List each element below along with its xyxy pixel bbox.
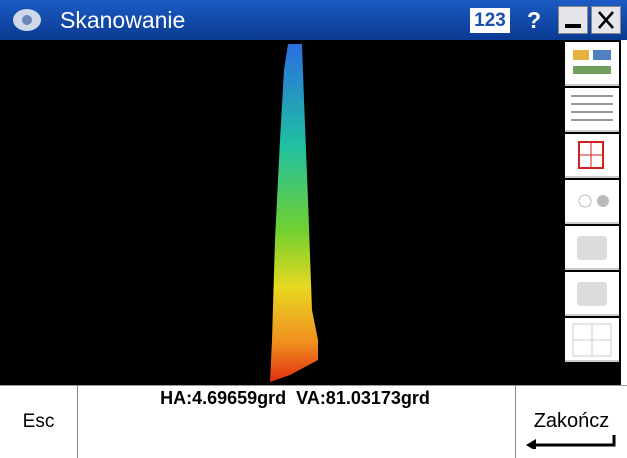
help-button[interactable]: ?: [518, 6, 550, 34]
layer-tool[interactable]: [565, 42, 619, 86]
point-cloud: [0, 40, 563, 385]
camera-tool[interactable]: [565, 226, 619, 270]
grid-tool[interactable]: [565, 134, 619, 178]
brightness-tool[interactable]: [565, 180, 619, 224]
window-title: Skanowanie: [60, 7, 185, 34]
scan-view: [0, 40, 563, 385]
esc-button[interactable]: Esc: [0, 385, 78, 458]
toolbar: [563, 40, 621, 385]
enter-arrow: [522, 435, 622, 449]
layout-tool[interactable]: [565, 318, 619, 362]
title-bar: Skanowanie 123 ?: [0, 0, 627, 40]
angle-readout: HA:4.69659grd VA:81.03173grd: [80, 388, 510, 409]
close-button[interactable]: [591, 6, 621, 34]
input-mode[interactable]: 123: [470, 8, 510, 33]
list-tool[interactable]: [565, 88, 619, 132]
camera-xl-tool[interactable]: [565, 272, 619, 316]
minimize-button[interactable]: [558, 6, 588, 34]
app-icon: [10, 6, 44, 34]
finish-button[interactable]: Zakończ: [515, 385, 627, 458]
screen: Skanowanie 123 ? Esc HA:4.69659grd VA:81…: [0, 0, 627, 458]
finish-label: Zakończ: [534, 410, 610, 432]
